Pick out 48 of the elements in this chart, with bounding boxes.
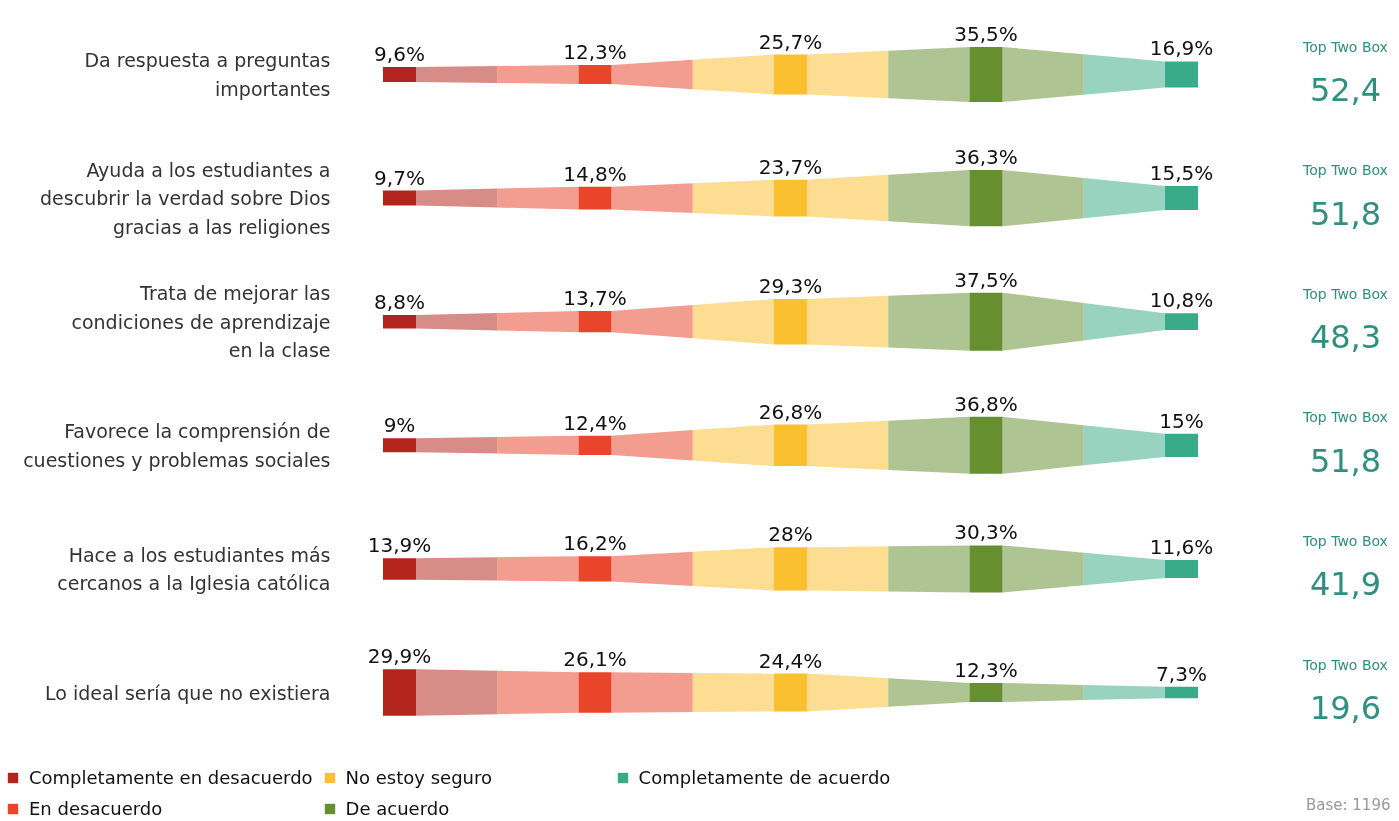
- data-label: 29,3%: [758, 273, 823, 298]
- text: Top Two Box 52,4: [1302, 38, 1388, 109]
- data-label: 7,3%: [1156, 661, 1207, 686]
- data-label: 12,4%: [563, 410, 627, 435]
- category-label: Ayuda a los estudiantes a descubrir la verdad sobre Dios gracias a las religiones: [40, 158, 331, 238]
- legend-label: De acuerdo: [345, 798, 451, 819]
- category-label: Trata de mejorar las condiciones de aprendizaje en la clase: [71, 282, 331, 362]
- data-label: 13,7%: [563, 286, 627, 311]
- data-label: 25,7%: [758, 29, 823, 54]
- data-label: 26,1%: [563, 647, 627, 672]
- category-label: Da respuesta a preguntas importantes: [84, 49, 331, 100]
- data-label: 23,7%: [758, 154, 823, 179]
- data-label: 9%: [383, 413, 416, 438]
- data-label: 36,3%: [954, 144, 1018, 169]
- data-label: 24,4%: [758, 648, 823, 673]
- data-label: 36,8%: [954, 391, 1018, 416]
- category-label: Hace a los estudiantes más cercanos a la Iglesia católica: [57, 543, 331, 595]
- category-label: Lo ideal sería que no existiera: [45, 681, 331, 704]
- legend-label: En desacuerdo: [29, 798, 164, 819]
- data-label: 16,2%: [563, 531, 627, 556]
- data-label: 10,8%: [1149, 288, 1214, 313]
- data-label: 8,8%: [374, 289, 425, 314]
- text: Base: 1196: [1305, 795, 1391, 814]
- data-label: 35,5%: [954, 21, 1018, 46]
- text: Top Two Box 51,8: [1302, 409, 1388, 480]
- data-label: 14,8%: [563, 161, 627, 186]
- text: Top Two Box 48,3: [1302, 285, 1388, 357]
- data-label: 11,6%: [1149, 534, 1214, 559]
- text: Top Two Box 51,8: [1302, 162, 1388, 233]
- data-label: 29,9%: [367, 644, 432, 669]
- legend-label: Completamente en desacuerdo: [29, 767, 313, 788]
- legend-label: Completamente de acuerdo: [638, 767, 892, 788]
- data-label: 12,3%: [563, 39, 627, 64]
- data-label: 28%: [768, 522, 813, 547]
- data-label: 15,5%: [1149, 161, 1214, 186]
- category-label: Favorece la comprensión de cuestiones y problemas sociales: [23, 420, 331, 471]
- legend-label: No estoy seguro: [345, 767, 493, 788]
- text: Top Two Box 41,9: [1302, 532, 1388, 604]
- data-label: 9,7%: [374, 165, 425, 190]
- data-label: 26,8%: [758, 399, 823, 424]
- data-label: 37,5%: [954, 267, 1018, 292]
- text: Top Two Box 19,6: [1302, 656, 1388, 727]
- data-label: 9,6%: [374, 42, 425, 67]
- data-label: 15%: [1159, 408, 1204, 433]
- data-label: 16,9%: [1149, 36, 1214, 61]
- data-label: 12,3%: [954, 657, 1018, 682]
- data-label: 13,9%: [367, 533, 432, 558]
- data-label: 30,3%: [954, 520, 1018, 545]
